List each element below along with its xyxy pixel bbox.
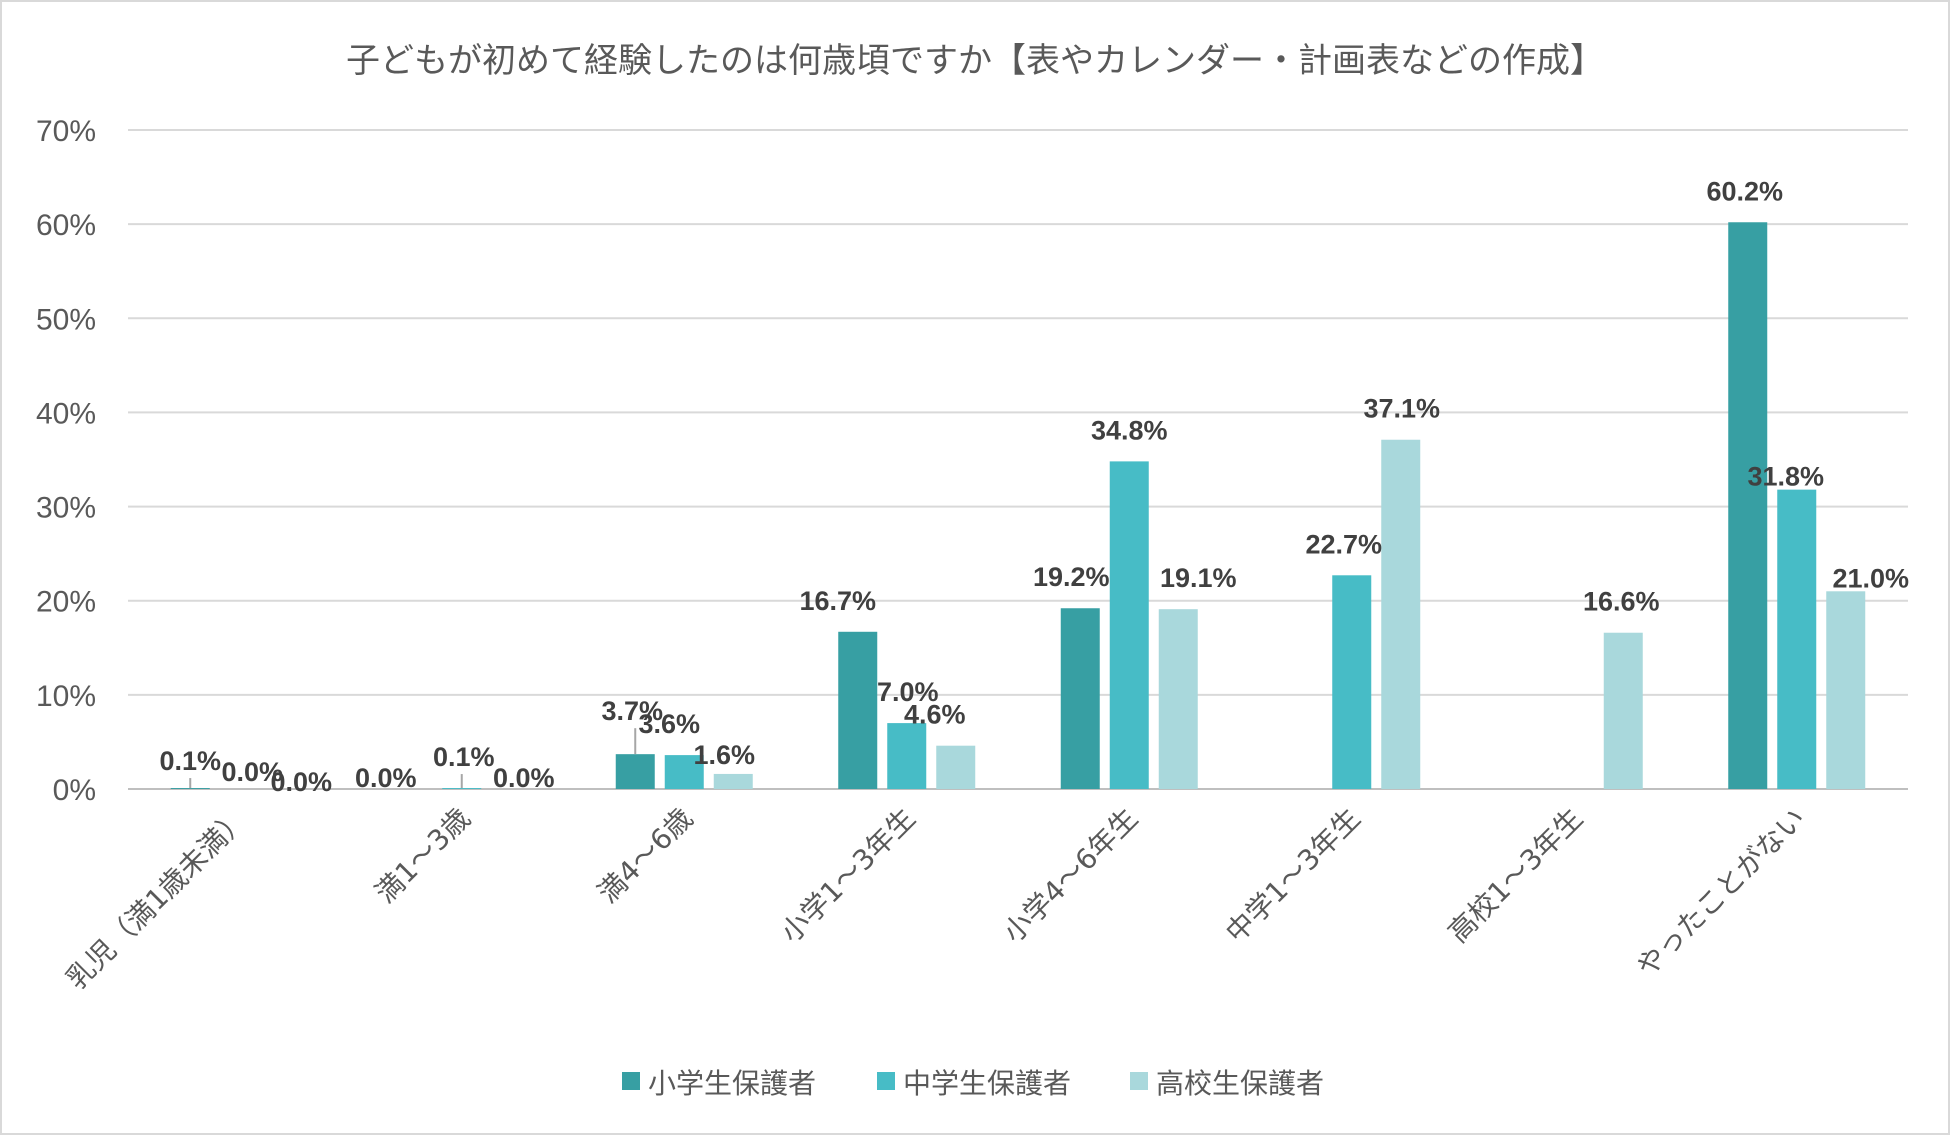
data-label-3-3: 1.6% [693, 740, 755, 770]
data-label-3-1: 0.0% [270, 767, 332, 797]
legend: 小学生保護者 中学生保護者 高校生保護者 [622, 1067, 1324, 1100]
label-leader-lines [189, 728, 637, 789]
bar-3-5 [1158, 609, 1198, 789]
data-label-3-6: 37.1% [1363, 394, 1440, 424]
data-label-1-3: 3.7% [601, 696, 663, 726]
y-tick-label-60: 60% [36, 209, 96, 242]
data-label-3-4: 4.6% [904, 700, 966, 730]
legend-label-1: 小学生保護者 [648, 1067, 816, 1100]
bar-2-3 [664, 755, 704, 789]
y-tick-label-30: 30% [36, 492, 96, 525]
data-label-2-1: 0.0% [221, 757, 283, 787]
bar-1-8 [1728, 222, 1768, 789]
data-label-3-5: 19.1% [1160, 563, 1237, 593]
bars [170, 222, 1866, 789]
y-tick-label-10: 10% [36, 680, 96, 713]
data-label-1-5: 19.2% [1033, 562, 1110, 592]
data-labels: 0.1%0.0%3.7%16.7%19.2%60.2%0.0% 0.1%3.6%7… [159, 176, 1909, 797]
bar-1-4 [838, 631, 878, 789]
x-category-label-2: 満1～3歳 [369, 802, 477, 910]
y-tick-label-20: 20% [36, 586, 96, 619]
x-axis-category-labels: 乳児（満1歳未満） 満1～3歳 満4～6歳 小学1～3年生 小学4～6年生 中学1～3年生… [60, 802, 1812, 996]
bar-2-6 [1332, 575, 1372, 789]
x-category-label-5: 小学4～6年生 [997, 802, 1145, 950]
y-tick-label-50: 50% [36, 303, 96, 336]
bar-3-3 [713, 773, 753, 789]
legend-swatch-2 [877, 1072, 895, 1090]
bar-1-3 [615, 754, 655, 789]
legend-swatch-1 [622, 1072, 640, 1090]
x-category-label-8: やったことがない [1630, 802, 1812, 984]
legend-label-3: 高校生保護者 [1156, 1067, 1324, 1100]
y-tick-label-70: 70% [36, 115, 96, 148]
bar-1-1 [170, 788, 210, 789]
y-tick-label-40: 40% [36, 397, 96, 430]
bar-2-4 [887, 723, 927, 789]
bar-2-5 [1109, 461, 1149, 789]
bar-2-8 [1777, 489, 1817, 789]
bar-3-6 [1381, 439, 1421, 789]
data-label-3-7: 16.6% [1583, 587, 1660, 617]
bar-3-7 [1603, 632, 1643, 789]
data-label-2-3: 3.6% [638, 709, 700, 739]
data-label-2-6: 22.7% [1305, 529, 1382, 559]
x-category-label-1: 乳児（満1歳未満） [60, 802, 254, 996]
y-axis-ticks: 0% 10% 20% 30% 40% 50% 60% 70% [36, 115, 96, 807]
data-label-1-2: 0.0% [355, 763, 417, 793]
data-label-2-5: 34.8% [1091, 415, 1168, 445]
data-label-3-2: 0.0% [493, 763, 555, 793]
chart-title: 子どもが初めて経験したのは何歳頃ですか【表やカレンダー・計画表などの作成】 [346, 41, 1604, 81]
data-label-2-2: 0.1% [433, 742, 495, 772]
data-label-1-8: 60.2% [1706, 176, 1783, 206]
bar-2-2 [442, 788, 482, 789]
data-label-2-4: 7.0% [877, 677, 939, 707]
bar-3-8 [1826, 591, 1866, 789]
bar-3-4 [936, 745, 976, 789]
data-label-3-8: 21.0% [1832, 563, 1909, 593]
x-category-label-3: 満4～6歳 [591, 802, 699, 910]
gridlines [128, 129, 1908, 790]
data-label-1-1: 0.1% [159, 746, 221, 776]
y-tick-label-0: 0% [53, 774, 96, 807]
bar-1-5 [1060, 608, 1100, 789]
x-category-label-7: 高校1～3年生 [1442, 802, 1590, 950]
legend-label-2: 中学生保護者 [903, 1067, 1071, 1100]
data-label-1-4: 16.7% [799, 586, 876, 616]
legend-swatch-3 [1130, 1072, 1148, 1090]
x-category-label-6: 中学1～3年生 [1219, 802, 1367, 950]
data-label-2-8: 31.8% [1747, 462, 1824, 492]
x-category-label-4: 小学1～3年生 [774, 802, 922, 950]
